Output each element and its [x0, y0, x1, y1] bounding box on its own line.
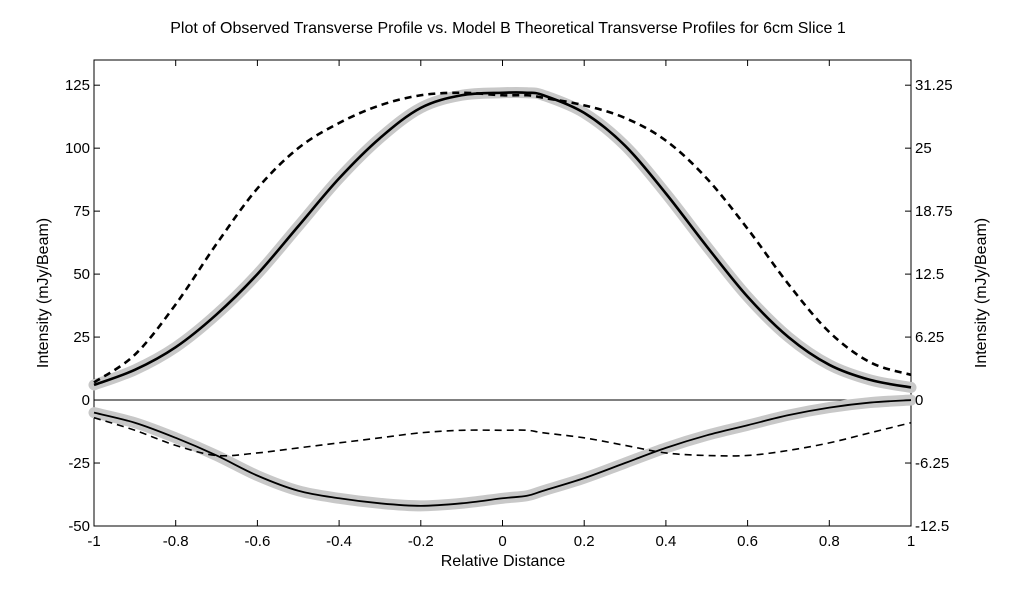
y-tick-label-left: -50 — [68, 518, 90, 535]
y-tick-label-right: -6.25 — [915, 455, 949, 472]
x-tick-label: -0.4 — [326, 533, 352, 550]
y-tick-label-right: 18.75 — [915, 203, 953, 220]
x-tick-label: 0.6 — [737, 533, 758, 550]
x-tick-label: 1 — [907, 533, 915, 550]
y-tick-label-left: 25 — [73, 329, 90, 346]
axis-ticks: -1 -0.8 -0.6 -0.4 -0.2 0 0.2 0.4 0.6 0.8 1 -50 -25 0 2… — [65, 60, 953, 550]
x-tick-label: -1 — [87, 533, 100, 550]
y-tick-label-right: 12.5 — [915, 266, 944, 283]
y-tick-label-right: -12.5 — [915, 518, 949, 535]
x-tick-label: -0.2 — [408, 533, 434, 550]
plot-area — [93, 59, 912, 527]
x-axis-label: Relative Distance — [441, 553, 566, 570]
y-tick-label-left: 75 — [73, 203, 90, 220]
y-axis-label-left: Intensity (mJy/Beam) — [35, 218, 52, 368]
model-solid-bottom — [93, 399, 912, 507]
y-tick-label-left: 50 — [73, 266, 90, 283]
y-tick-label-left: 125 — [65, 77, 90, 94]
x-tick-label: 0.4 — [655, 533, 676, 550]
y-tick-label-right: 25 — [915, 140, 932, 157]
x-tick-label: 0.8 — [819, 533, 840, 550]
series-group — [88, 86, 917, 512]
x-tick-label: -0.8 — [163, 533, 189, 550]
y-tick-label-left: -25 — [68, 455, 90, 472]
y-tick-label-left: 0 — [82, 392, 90, 409]
model-solid-top — [93, 91, 912, 389]
chart-title: Plot of Observed Transverse Profile vs. … — [170, 20, 846, 37]
y-tick-label-left: 100 — [65, 140, 90, 157]
x-tick-label: 0.2 — [574, 533, 595, 550]
y-axis-label-right: Intensity (mJy/Beam) — [973, 218, 990, 368]
y-tick-label-right: 31.25 — [915, 77, 953, 94]
model-dashed-bottom — [93, 416, 912, 457]
model-dashed-top — [93, 91, 912, 384]
y-tick-label-right: 6.25 — [915, 329, 944, 346]
y-tick-label-right: 0 — [915, 392, 923, 409]
x-tick-label: -0.6 — [244, 533, 270, 550]
x-tick-label: 0 — [498, 533, 506, 550]
